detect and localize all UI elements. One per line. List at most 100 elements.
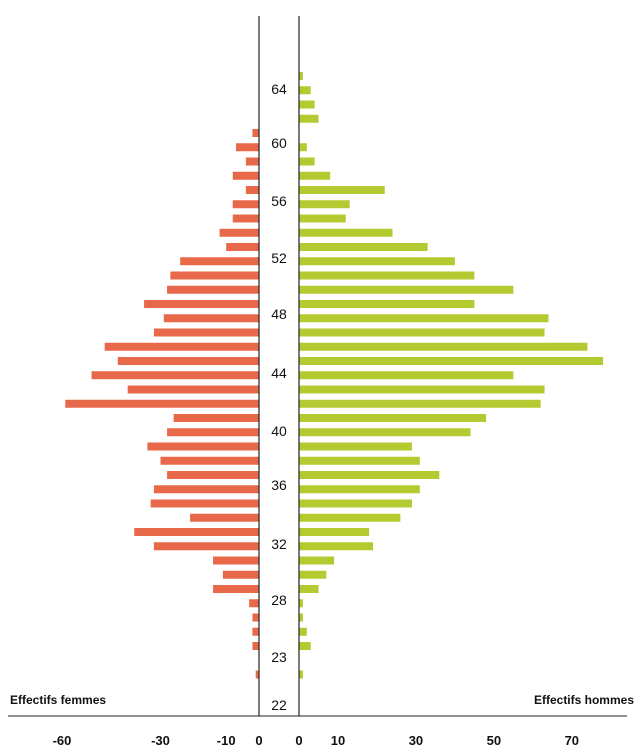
female-bar-age-42 xyxy=(65,399,260,408)
x-axis-title-left: Effectifs femmes xyxy=(10,693,106,707)
male-bar-age-62 xyxy=(299,114,319,123)
female-bar-age-31 xyxy=(213,556,259,565)
female-bar-age-43 xyxy=(127,385,260,394)
male-bar-age-59 xyxy=(299,157,315,166)
male-bar-age-54 xyxy=(299,228,393,237)
female-bar-age-44 xyxy=(91,371,259,380)
female-bar-age-45 xyxy=(117,357,259,365)
female-bar-age-32 xyxy=(153,542,259,551)
male-bar-age-27 xyxy=(299,613,303,622)
x-tick-left-minus10: -10 xyxy=(217,733,236,748)
male-bar-age-38 xyxy=(299,456,420,465)
x-tick-right-0: 0 xyxy=(295,733,302,748)
female-bar-age-54 xyxy=(219,228,259,237)
male-bars xyxy=(299,72,603,679)
female-bar-age-38 xyxy=(160,456,259,465)
female-bar-age-56 xyxy=(232,200,259,209)
female-bar-age-50 xyxy=(167,285,259,294)
age-label-44: 44 xyxy=(271,365,287,381)
male-bar-age-30 xyxy=(299,570,327,579)
female-bar-age-29 xyxy=(213,585,259,593)
male-bar-age-33 xyxy=(299,528,370,536)
female-bar-age-48 xyxy=(163,314,259,323)
x-tick-right-10: 10 xyxy=(331,733,345,748)
male-bar-age-57 xyxy=(299,186,385,194)
male-bar-age-43 xyxy=(299,385,545,394)
female-bar-age-59 xyxy=(245,157,259,166)
age-labels: 64 60 56 52 48 44 40 36 32 28 23 22 xyxy=(271,81,287,713)
female-bar-age-53 xyxy=(226,243,259,251)
female-bar-age-23 xyxy=(255,670,259,679)
male-bar-age-49 xyxy=(299,300,475,308)
female-bar-age-49 xyxy=(144,300,259,308)
male-bar-age-36 xyxy=(299,485,420,494)
female-bars xyxy=(65,129,260,679)
female-bar-age-26 xyxy=(252,627,259,636)
female-bar-age-28 xyxy=(249,599,259,608)
male-bar-age-45 xyxy=(299,357,603,365)
age-label-23: 23 xyxy=(271,649,287,665)
male-bar-age-35 xyxy=(299,499,413,508)
female-bar-age-58 xyxy=(232,171,259,180)
male-bar-age-60 xyxy=(299,143,307,152)
male-bar-age-65 xyxy=(299,72,303,80)
male-bar-age-31 xyxy=(299,556,335,565)
x-tick-left-minus30: -30 xyxy=(151,733,170,748)
male-bar-age-23 xyxy=(299,670,303,679)
male-bar-age-52 xyxy=(299,257,455,266)
male-bar-age-26 xyxy=(299,627,307,636)
age-label-64: 64 xyxy=(271,81,287,97)
male-bar-age-42 xyxy=(299,399,541,408)
male-bar-age-37 xyxy=(299,471,440,479)
female-bar-age-35 xyxy=(150,499,259,508)
x-tick-right-70: 70 xyxy=(565,733,579,748)
male-bar-age-29 xyxy=(299,585,319,593)
male-bar-age-64 xyxy=(299,86,311,95)
male-bar-age-28 xyxy=(299,599,303,608)
female-bar-age-39 xyxy=(147,442,259,451)
male-bar-age-55 xyxy=(299,214,346,223)
female-bar-age-52 xyxy=(180,257,259,266)
male-bar-age-63 xyxy=(299,100,315,109)
male-bar-age-48 xyxy=(299,314,549,323)
male-bar-age-40 xyxy=(299,428,471,437)
x-tick-right-50: 50 xyxy=(487,733,501,748)
age-label-56: 56 xyxy=(271,193,287,209)
x-tick-right-30: 30 xyxy=(409,733,423,748)
male-bar-age-32 xyxy=(299,542,374,551)
female-bar-age-60 xyxy=(236,143,259,152)
age-label-32: 32 xyxy=(271,536,287,552)
female-bar-age-25 xyxy=(252,642,259,650)
male-bar-age-50 xyxy=(299,285,514,294)
male-bar-age-58 xyxy=(299,171,331,180)
male-bar-age-56 xyxy=(299,200,350,209)
age-label-52: 52 xyxy=(271,250,287,266)
age-label-40: 40 xyxy=(271,423,287,439)
female-bar-age-55 xyxy=(232,214,259,223)
age-label-48: 48 xyxy=(271,306,287,322)
male-bar-age-25 xyxy=(299,642,311,650)
female-bar-age-34 xyxy=(190,513,259,522)
male-bar-age-41 xyxy=(299,414,487,422)
female-bar-age-30 xyxy=(222,570,259,579)
male-bar-age-53 xyxy=(299,243,428,251)
age-label-28: 28 xyxy=(271,592,287,608)
age-label-22: 22 xyxy=(271,697,287,713)
male-bar-age-51 xyxy=(299,271,475,280)
female-bar-age-37 xyxy=(167,471,259,479)
x-axis-title-right: Effectifs hommes xyxy=(534,693,634,707)
male-bar-age-39 xyxy=(299,442,413,451)
female-bar-age-61 xyxy=(252,129,259,137)
age-label-60: 60 xyxy=(271,135,287,151)
age-label-36: 36 xyxy=(271,477,287,493)
female-bar-age-36 xyxy=(153,485,259,494)
female-bar-age-33 xyxy=(134,528,259,536)
x-axis-ticks: -60 -30 -10 0 0 10 30 50 70 xyxy=(53,733,579,748)
female-bar-age-27 xyxy=(252,613,259,622)
male-bar-age-34 xyxy=(299,513,401,522)
male-bar-age-47 xyxy=(299,328,545,337)
x-tick-left-0: 0 xyxy=(255,733,262,748)
female-bar-age-46 xyxy=(104,342,259,351)
male-bar-age-46 xyxy=(299,342,588,351)
